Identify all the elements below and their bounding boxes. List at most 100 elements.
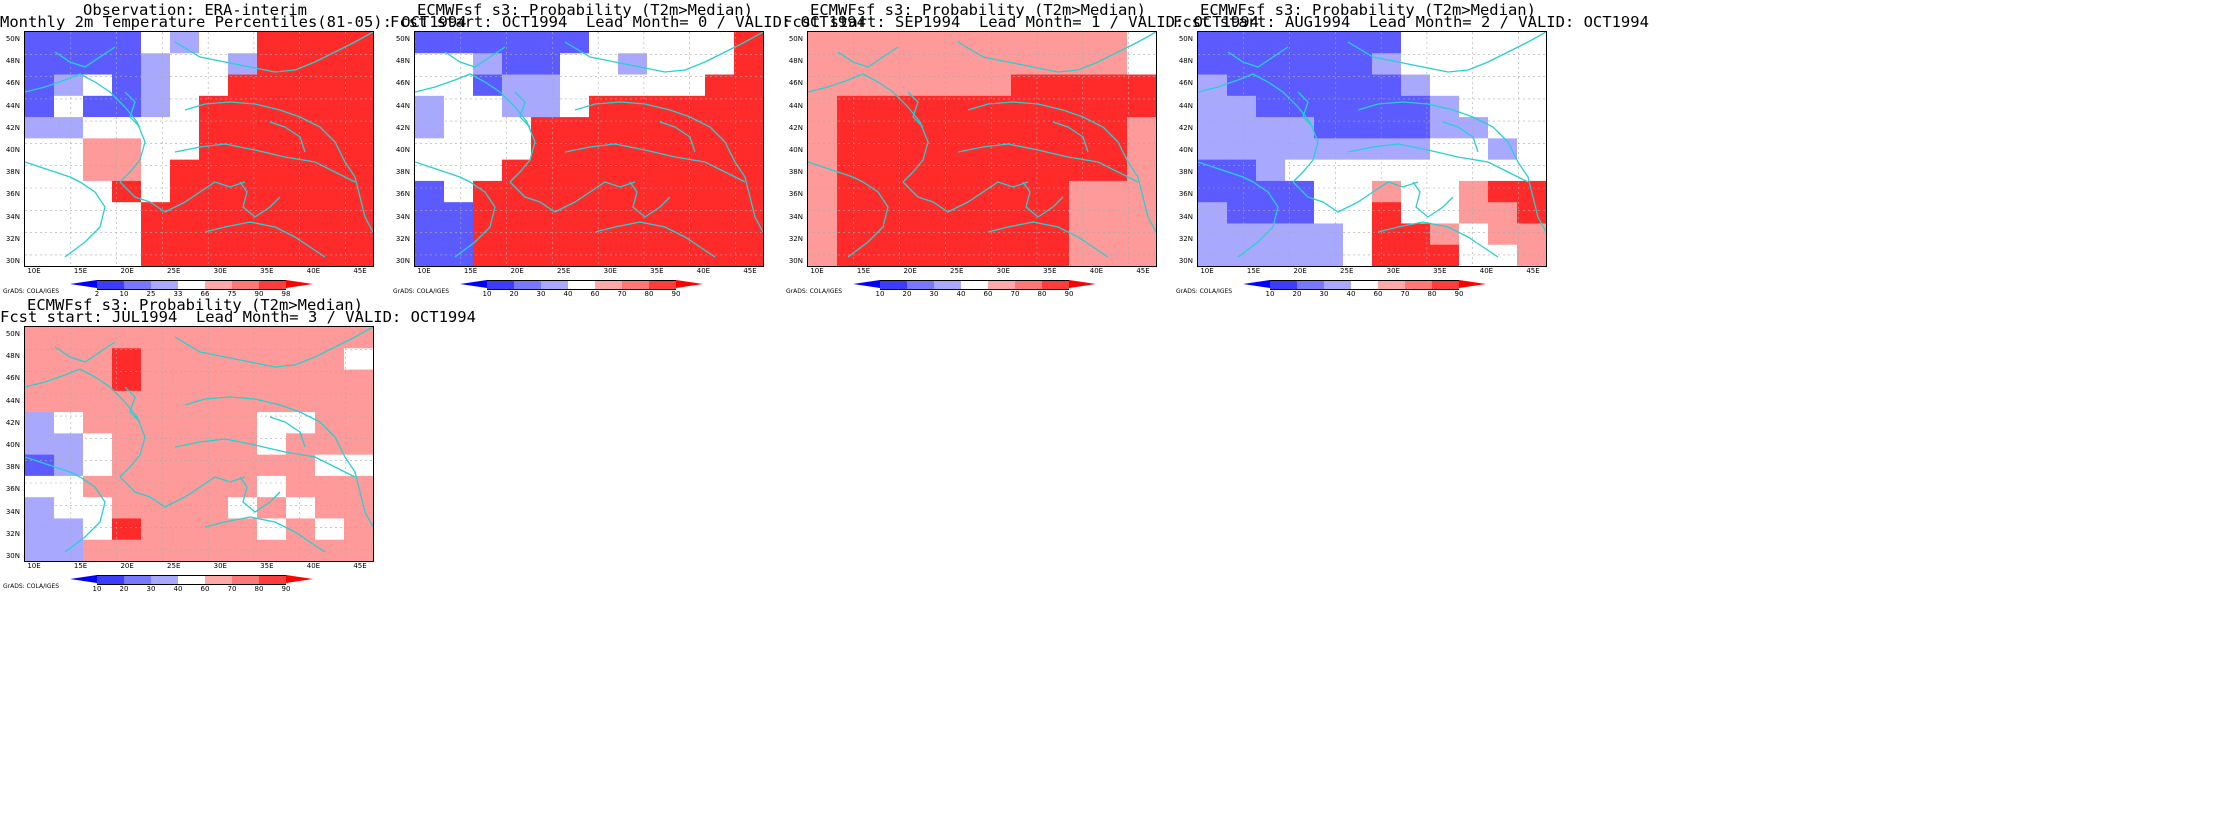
grid-cell [676,223,706,246]
grid-cell [170,475,200,498]
grid-cell [1227,53,1257,76]
grid-cell [1488,202,1518,224]
coastline [957,32,1156,73]
grid-cell [1069,74,1099,97]
grid-cell [1517,32,1546,54]
grid-cell [228,159,258,182]
grid-cell [895,138,925,161]
grid-cell [502,138,532,161]
coastline [54,341,116,363]
colorbar-segment [907,280,934,290]
grid-cell [473,159,503,182]
grid-cell [1401,180,1431,203]
grid-cell [315,244,345,266]
grid-cell [1040,180,1070,203]
coastline [808,73,929,183]
grid-cell [1343,180,1373,203]
lat-label: 36N [5,190,20,199]
lon-label: 35E [260,267,274,275]
grid-cell [1285,180,1315,203]
lat-label: 42N [788,123,803,132]
colorbar-segment [124,575,151,585]
colorbar-label: 66 [200,290,210,298]
grid-cell [25,348,55,371]
grid-cell [924,202,954,224]
grid-cell [1285,223,1315,246]
grid-cell [1227,95,1257,118]
lon-label: 30E [213,267,227,275]
grid-cell [141,348,171,371]
grid-cell [112,518,142,541]
grid-cell [618,74,648,97]
grid-cell [953,180,983,203]
grid-cell [531,53,561,76]
grid-cell [1127,117,1156,139]
grid-cell [1314,95,1344,118]
grid-cell [924,117,954,139]
lon-label: 35E [1433,267,1447,275]
grid-cell [953,223,983,246]
grid-cell [1517,138,1546,161]
colorbar-segment [595,280,622,290]
coastline [629,181,671,218]
grid-cell [1430,74,1460,97]
grid-cell [257,369,287,392]
grid-cell [618,53,648,76]
grid-cell [502,223,532,246]
grid-cell [315,390,345,413]
grid-cell [257,95,287,118]
grid-cell [25,74,55,97]
grid-cell [257,390,287,413]
grid-cell [502,159,532,182]
lon-label: 35E [650,267,664,275]
grid-cell [83,95,113,118]
coastline [25,368,146,478]
grid-cell [953,138,983,161]
grid-cell [1011,202,1041,224]
lat-label: 36N [1178,190,1193,199]
grid-cell [199,138,229,161]
grid-cell [1314,223,1344,246]
grid-cell [531,117,561,139]
grid-cell [315,74,345,97]
grid-cell [54,539,84,561]
grid-cell [1227,244,1257,266]
grid-cell [199,180,229,203]
grid-cell [1459,180,1489,203]
colorbar-segment [1297,280,1324,290]
grid-cell [199,454,229,477]
colorbar-label: 80 [254,585,264,593]
grid-cell [170,539,200,561]
colorbar-label: 60 [200,585,210,593]
grid-cell [618,244,648,266]
grid-cell [415,95,445,118]
grid-cell [228,180,258,203]
grid-cell [141,390,171,413]
grid-cell [444,32,474,54]
coastline [1357,101,1509,143]
grid-cell [1314,32,1344,54]
map-area [24,326,374,562]
lat-label: 36N [788,190,803,199]
grid-cell [228,202,258,224]
grid-cell [618,95,648,118]
grid-cell [560,117,590,139]
grid-cell [54,518,84,541]
grid-cell [25,138,55,161]
grid-cell [257,117,287,139]
grid-cell [228,53,258,76]
grid-cell [286,159,316,182]
colorbar-segment [961,280,988,290]
grid-cell [531,95,561,118]
grid-cell [83,159,113,182]
lat-label: 32N [395,234,410,243]
grid-cell [286,327,316,349]
grid-cell [1314,159,1344,182]
grid-cell [315,327,345,349]
grid-cell [1098,138,1128,161]
grid-cell [112,244,142,266]
grid-cell [315,95,345,118]
colorbar-label: 70 [227,585,237,593]
grid-cell [1285,32,1315,54]
colorbar-segment [649,280,676,290]
